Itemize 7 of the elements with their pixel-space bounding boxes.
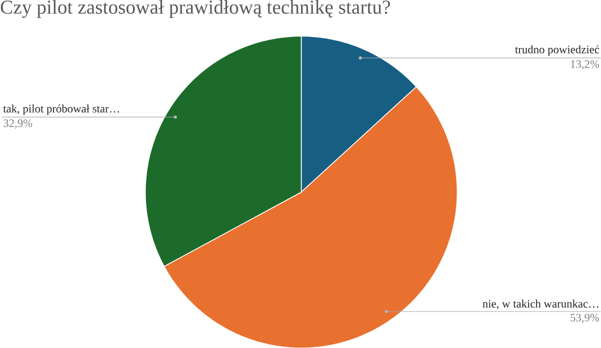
slice-label: tak, pilot próbował star… (3, 104, 119, 115)
data-label: 53,9% (570, 314, 600, 323)
slice-label: nie, w takich warunkac… (482, 299, 598, 309)
data-label: 32,9% (4, 119, 32, 128)
slice-label: trudno powiedzieć (515, 45, 600, 56)
data-label: 13,2% (571, 60, 600, 70)
chart-title: Czy pilot zastosował prawidłową technikę startu? (0, 0, 390, 18)
